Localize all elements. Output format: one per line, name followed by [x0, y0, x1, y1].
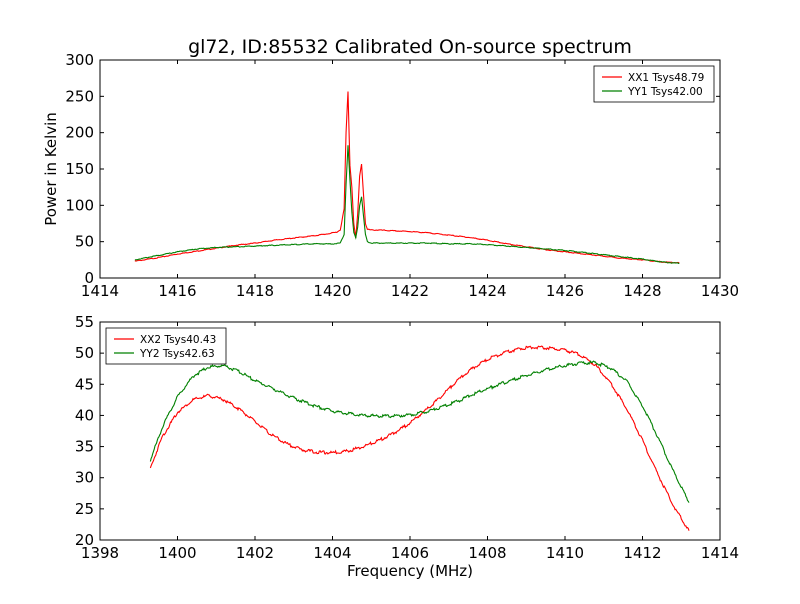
x-tick-label: 1418: [236, 282, 274, 300]
bottom-panel: 1398 1400 1402 1404 1406 1408 1410 1412 1414 20 25…: [75, 313, 739, 580]
legend-label: XX2 Tsys40.43: [140, 334, 216, 346]
x-tick-label: 1410: [546, 544, 584, 562]
y-tick-label: 20: [75, 531, 94, 549]
x-tick-label: 1408: [468, 544, 506, 562]
y-tick-label: 50: [75, 233, 94, 251]
series-line-yy2: [149, 360, 690, 503]
legend-box: [593, 65, 715, 103]
y-tick-label: 35: [75, 438, 94, 456]
legend: XX2 Tsys40.43 YY2 Tsys42.63: [105, 327, 227, 365]
y-tick-label: 40: [75, 406, 94, 424]
top-panel: 1414 1416 1418 1420 1422 1424 1426 1428 1430 0 50 1…: [42, 51, 739, 300]
x-tick-label: 1400: [158, 544, 196, 562]
x-axis-label: Frequency (MHz): [347, 562, 473, 580]
x-tick-label: 1428: [623, 282, 661, 300]
chart-title: gl72, ID:85532 Calibrated On-source spec…: [188, 36, 632, 58]
x-tick-label: 1424: [468, 282, 506, 300]
y-tick-label: 100: [65, 196, 94, 214]
x-tick-label: 1414: [81, 282, 119, 300]
legend-label: YY2 Tsys42.63: [139, 348, 215, 360]
legend-box: [105, 327, 227, 365]
x-tick-label: 1422: [391, 282, 429, 300]
series-line-yy1: [134, 145, 680, 265]
y-tick-label: 300: [65, 51, 94, 69]
y-tick-label: 25: [75, 500, 94, 518]
x-tick-label: 1404: [313, 544, 351, 562]
legend-label: YY1 Tsys42.00: [627, 86, 703, 98]
x-tick-label: 1406: [391, 544, 429, 562]
y-tick-label: 150: [65, 160, 94, 178]
y-tick-label: 30: [75, 469, 94, 487]
x-tick-label: 1430: [701, 282, 739, 300]
series-line-xx2: [149, 345, 690, 531]
y-tick-label: 45: [75, 375, 94, 393]
x-tick-label: 1402: [236, 544, 274, 562]
x-tick-label: 1420: [313, 282, 351, 300]
x-tick-label: 1426: [546, 282, 584, 300]
x-tick-label: 1412: [623, 544, 661, 562]
x-tick-label: 1398: [81, 544, 119, 562]
x-tick-label: 1416: [158, 282, 196, 300]
legend: XX1 Tsys48.79 YY1 Tsys42.00: [593, 65, 715, 103]
y-axis-label: Power in Kelvin: [42, 112, 60, 226]
x-tick-label: 1414: [701, 544, 739, 562]
legend-label: XX1 Tsys48.79: [628, 72, 704, 84]
y-tick-label: 55: [75, 313, 94, 331]
y-tick-label: 50: [75, 344, 94, 362]
y-tick-label: 250: [65, 87, 94, 105]
y-tick-label: 0: [84, 269, 94, 287]
y-tick-label: 200: [65, 124, 94, 142]
